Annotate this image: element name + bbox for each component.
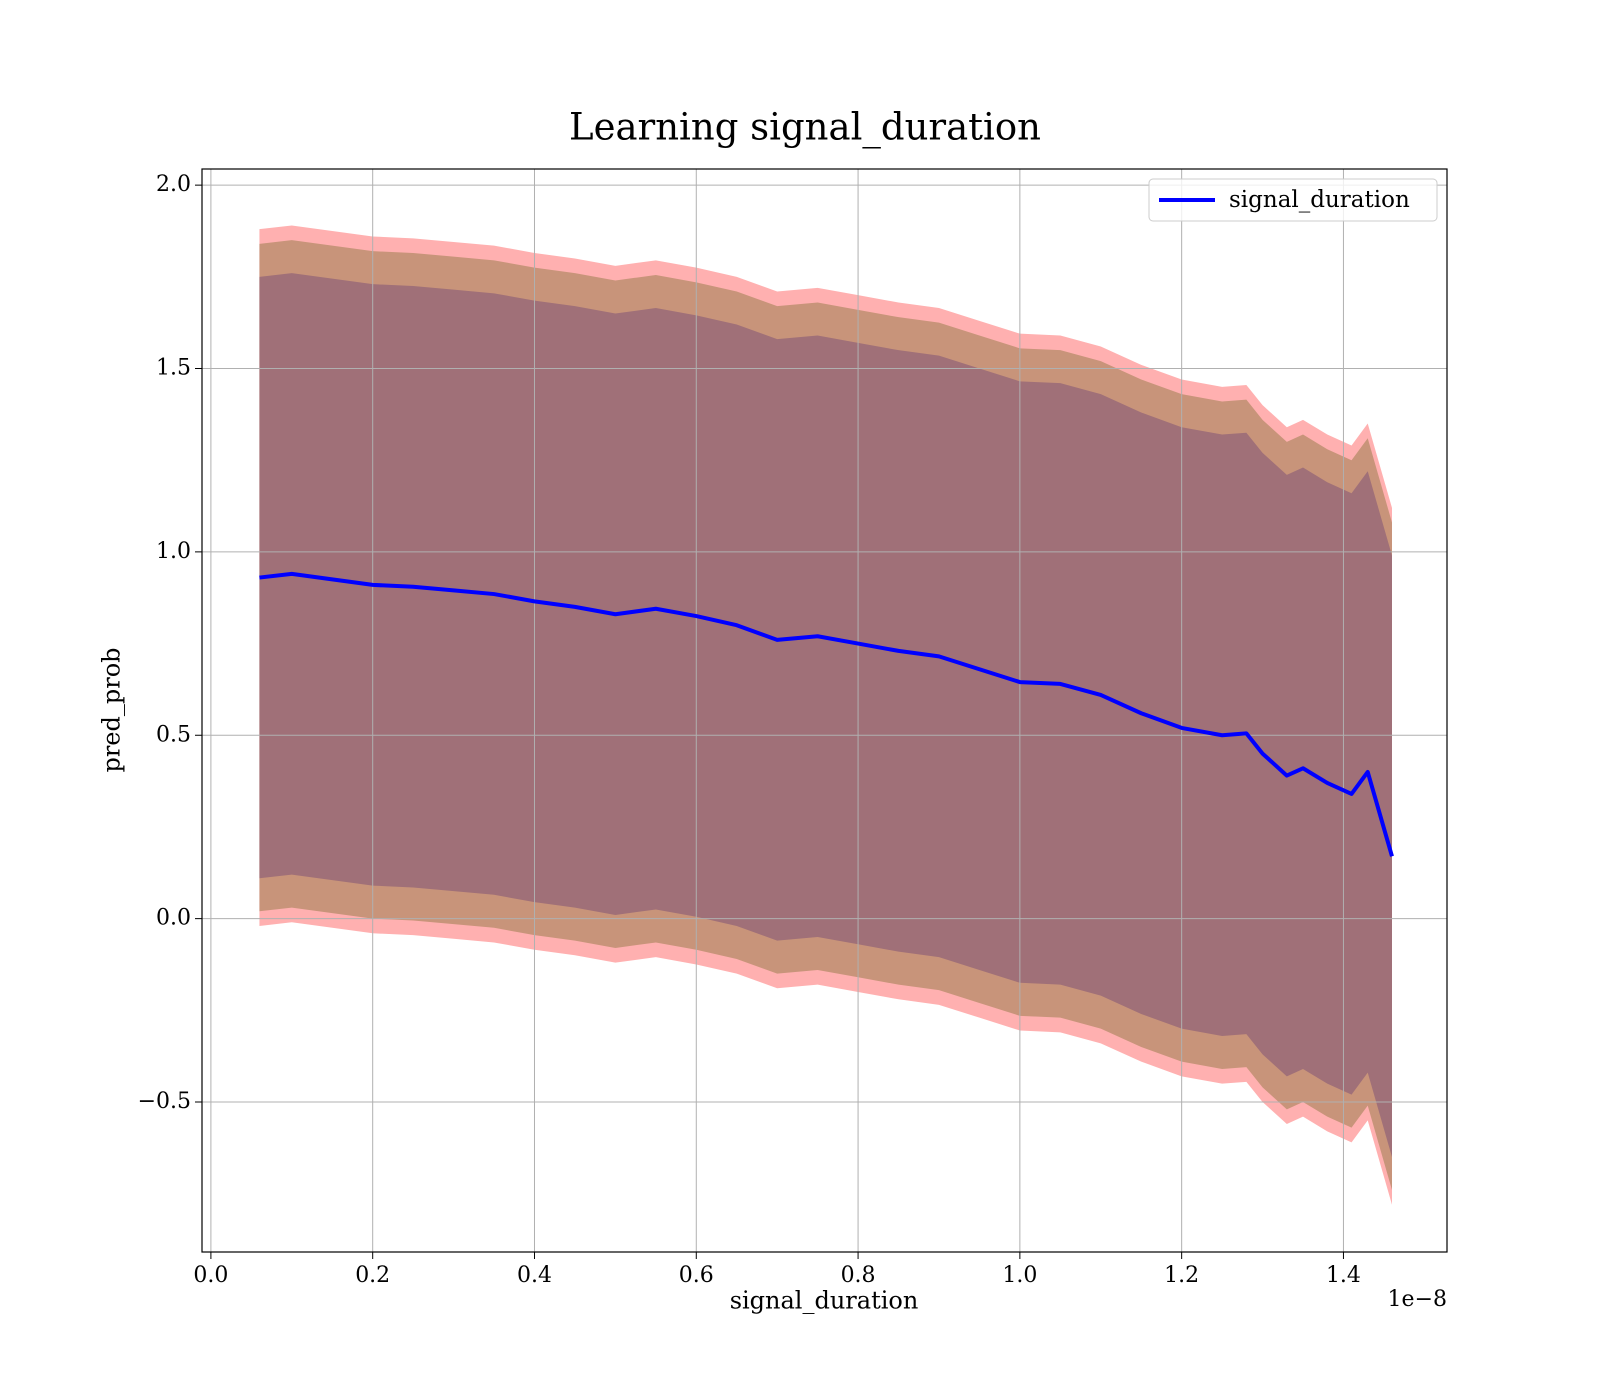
y-tick-label: 2.0 — [156, 172, 191, 197]
legend-label: signal_duration — [1229, 187, 1410, 213]
x-tick-label: 0.0 — [193, 1263, 228, 1288]
plot-frame — [201, 168, 1448, 1253]
legend-box — [1148, 178, 1438, 222]
x-tick-label: 0.2 — [355, 1263, 390, 1288]
y-tick-label: 1.0 — [156, 539, 191, 564]
y-tick-label: −0.5 — [138, 1089, 191, 1114]
x-axis-label: signal_duration — [730, 1287, 919, 1315]
x-tick-label: 0.6 — [679, 1263, 714, 1288]
x-tick-label: 0.8 — [841, 1263, 876, 1288]
line — [259, 571, 1394, 857]
chart-title: Learning signal_duration — [569, 106, 1041, 150]
x-tick-label: 1.2 — [1164, 1263, 1199, 1288]
x-offset-label: 1e−8 — [1388, 1287, 1447, 1312]
error-band — [259, 273, 1392, 1158]
x-tick-label: 1.0 — [1002, 1263, 1037, 1288]
y-axis-label: pred_prob — [98, 647, 126, 772]
x-tick-label: 1.4 — [1326, 1263, 1361, 1288]
y-tick-label: 0.0 — [156, 906, 191, 931]
y-tick-label: 1.5 — [156, 356, 191, 381]
x-tick-label: 0.4 — [517, 1263, 552, 1288]
y-tick-label: 0.5 — [156, 722, 191, 747]
